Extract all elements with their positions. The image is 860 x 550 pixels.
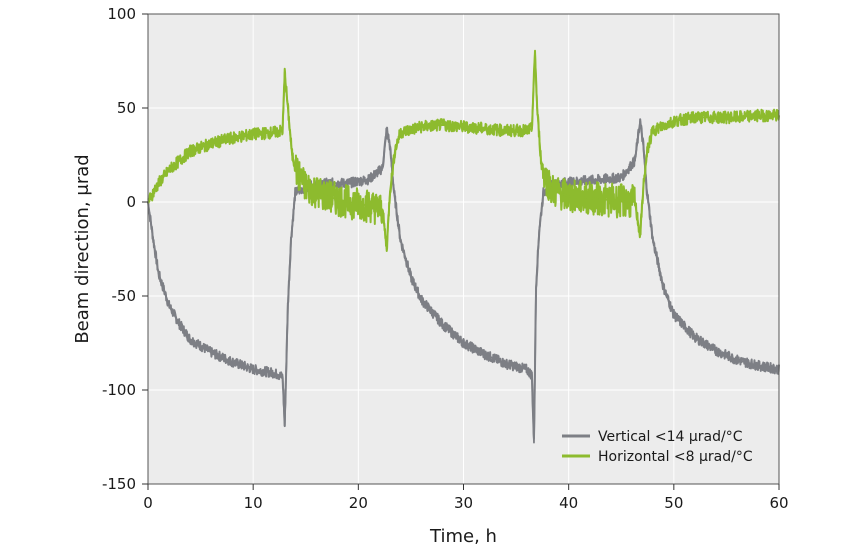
legend-label: Horizontal <8 μrad/°C <box>598 449 753 465</box>
series-trend-vertical <box>147 120 780 444</box>
y-tick-label: -100 <box>102 381 136 399</box>
x-tick-label: 30 <box>454 494 473 512</box>
series-trend-horizontal <box>147 50 779 250</box>
series-line-horizontal <box>147 49 780 252</box>
y-tick-label: 0 <box>126 193 136 211</box>
x-tick-label: 60 <box>769 494 788 512</box>
y-tick-label: 100 <box>107 5 136 23</box>
x-tick-label: 40 <box>559 494 578 512</box>
x-axis-title: Time, h <box>429 526 497 547</box>
x-tick-label: 10 <box>244 494 263 512</box>
y-axis-title: Beam direction, μrad <box>72 154 93 343</box>
legend-label: Vertical <14 μrad/°C <box>598 429 743 445</box>
x-tick-label: 0 <box>143 494 153 512</box>
y-tick-label: -50 <box>112 287 137 305</box>
x-tick-label: 50 <box>664 494 683 512</box>
series-line-vertical <box>147 118 780 440</box>
x-tick-label: 20 <box>349 494 368 512</box>
y-tick-label: -150 <box>102 475 136 493</box>
y-tick-label: 50 <box>117 99 136 117</box>
